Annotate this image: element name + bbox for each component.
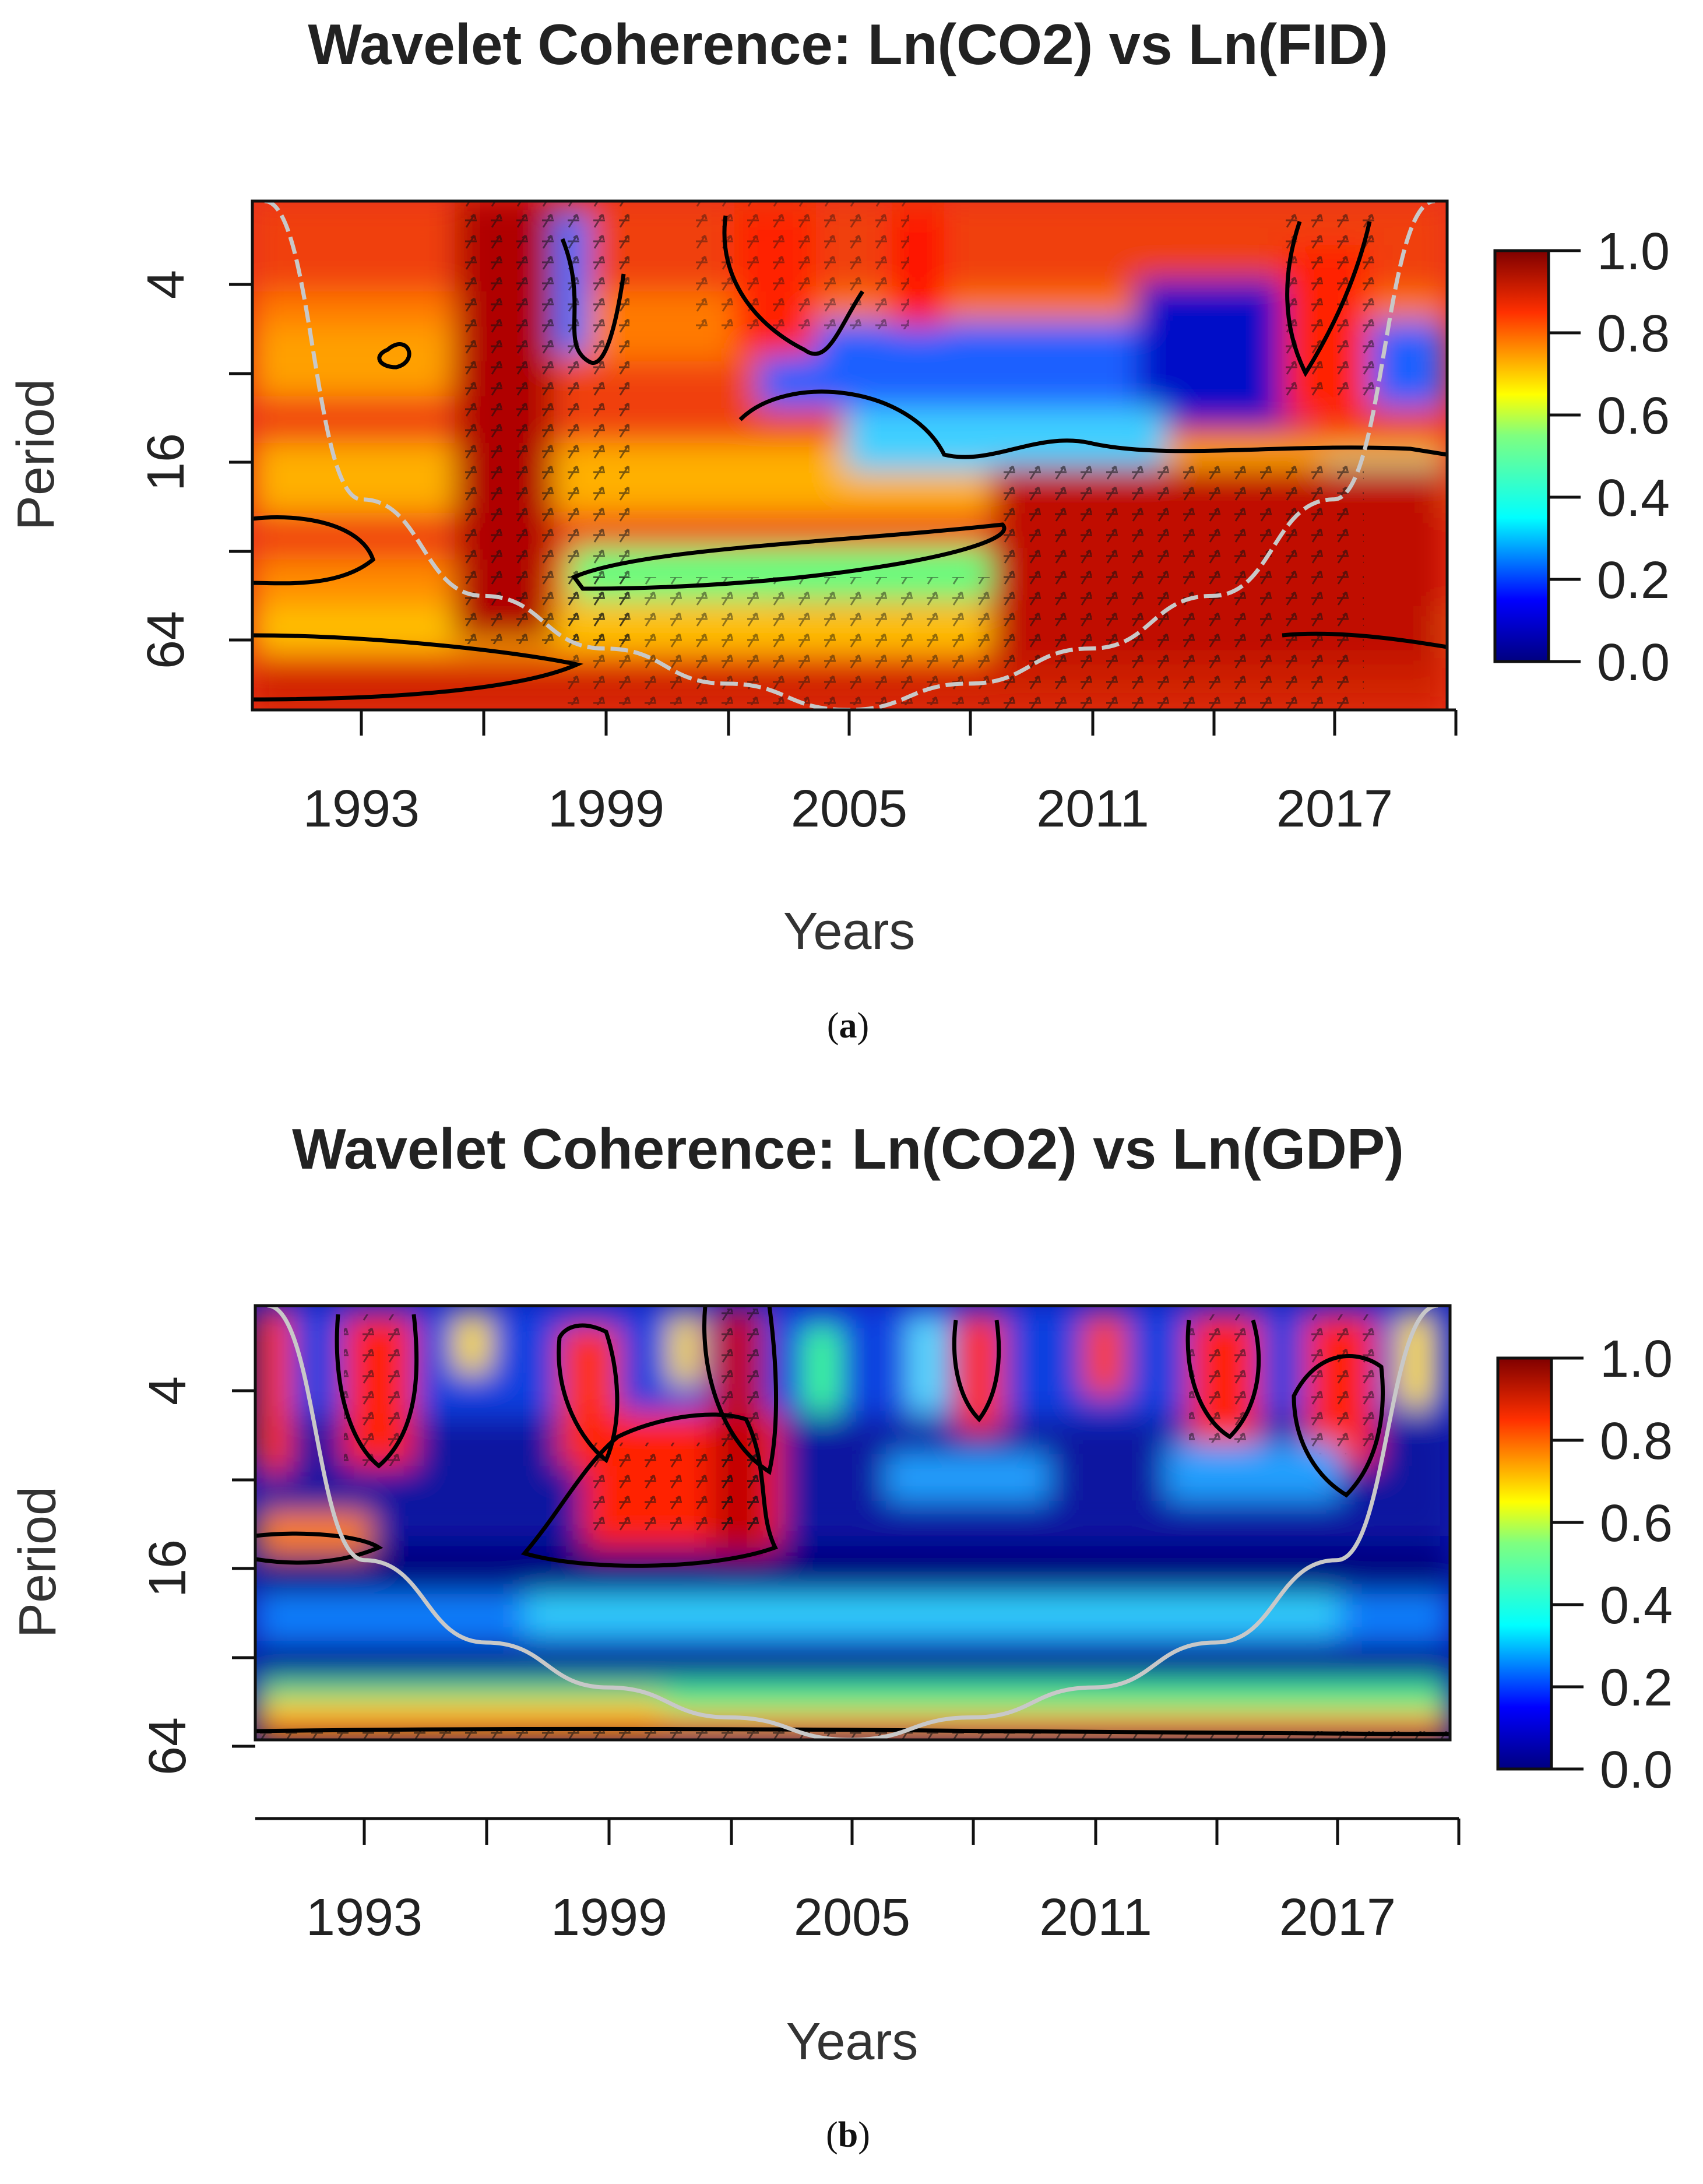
chart-a-title: Wavelet Coherence: Ln(CO2) vs Ln(FID) (308, 12, 1388, 76)
chart-a-cbar-tick-0.4: 0.4 (1597, 469, 1670, 527)
chart-a-contours (252, 215, 1447, 702)
chart-a-ytick-16: 16 (137, 433, 195, 491)
chart-b-colorbar-axis (1550, 1356, 1584, 1771)
chart-a-y-axis (229, 201, 254, 710)
chart-b-contours (255, 1306, 1450, 1736)
chart-b-x-axis (255, 1817, 1461, 1845)
chart-b-heatmap (255, 1306, 1450, 1740)
chart-b-colorbar (1496, 1356, 1553, 1771)
chart-panel-a: Wavelet Coherence: Ln(CO2) vs Ln(FID) (7, 12, 1670, 1046)
chart-a-ytick-4: 4 (137, 270, 195, 299)
chart-b-cbar-tick-0.6: 0.6 (1600, 1494, 1673, 1553)
chart-a-colorbar (1493, 249, 1550, 663)
chart-a-colorbar-axis (1547, 249, 1581, 663)
chart-a-cbar-tick-0.6: 0.6 (1597, 387, 1670, 445)
chart-a-cbar-tick-0.0: 0.0 (1597, 634, 1670, 692)
chart-b-cbar-tick-1.0: 1.0 (1600, 1330, 1673, 1388)
chart-b-xtick-2005: 2005 (794, 1888, 910, 1947)
chart-b-cbar-tick-0.0: 0.0 (1600, 1741, 1673, 1799)
chart-b-cone-of-influence (267, 1306, 1438, 1740)
chart-b-ytick-64: 64 (139, 1717, 197, 1775)
chart-b-xtick-2017: 2017 (1279, 1888, 1396, 1947)
chart-a-xtick-2017: 2017 (1276, 780, 1393, 838)
chart-a-cbar-tick-1.0: 1.0 (1597, 223, 1670, 281)
caption-b: (b) (826, 2115, 870, 2155)
chart-a-cone-of-influence (264, 201, 1435, 710)
chart-b-xlabel: Years (786, 2013, 919, 2071)
chart-b-cbar-tick-0.4: 0.4 (1600, 1577, 1673, 1635)
chart-b-ytick-16: 16 (139, 1539, 197, 1598)
chart-a-ytick-64: 64 (137, 611, 195, 669)
chart-a-xtick-2011: 2011 (1036, 780, 1149, 838)
chart-b-cbar-tick-0.2: 0.2 (1600, 1659, 1673, 1717)
caption-a: (a) (827, 1006, 869, 1046)
chart-a-cbar-tick-0.2: 0.2 (1597, 551, 1670, 610)
chart-a-xtick-2005: 2005 (791, 780, 907, 838)
chart-b-xtick-2011: 2011 (1039, 1888, 1152, 1947)
chart-a-xtick-1993: 1993 (303, 780, 420, 838)
chart-b-xtick-1993: 1993 (306, 1888, 423, 1947)
chart-a-ylabel: Period (7, 379, 65, 530)
chart-panel-b: Wavelet Coherence: Ln(CO2) vs Ln(GDP) (0, 1093, 1703, 2184)
chart-a-heatmap (252, 201, 1447, 710)
caption-a-letter: a (839, 1006, 857, 1046)
chart-a-x-axis (252, 708, 1458, 736)
chart-b-svg: Wavelet Coherence: Ln(CO2) vs Ln(GDP) (9, 1117, 1673, 2155)
chart-b-title: Wavelet Coherence: Ln(CO2) vs Ln(GDP) (292, 1117, 1404, 1181)
chart-b-ylabel: Period (9, 1486, 67, 1638)
chart-a-xlabel: Years (783, 902, 916, 961)
chart-a-cbar-tick-0.8: 0.8 (1597, 305, 1670, 363)
chart-b-y-axis (232, 1306, 257, 1748)
caption-b-letter: b (838, 2115, 858, 2155)
chart-b-xtick-1999: 1999 (551, 1888, 667, 1947)
chart-b-ytick-4: 4 (139, 1376, 197, 1405)
chart-b-cbar-tick-0.8: 0.8 (1600, 1412, 1673, 1471)
chart-a-svg: Wavelet Coherence: Ln(CO2) vs Ln(FID) (7, 12, 1670, 1046)
chart-a-xtick-1999: 1999 (548, 780, 664, 838)
